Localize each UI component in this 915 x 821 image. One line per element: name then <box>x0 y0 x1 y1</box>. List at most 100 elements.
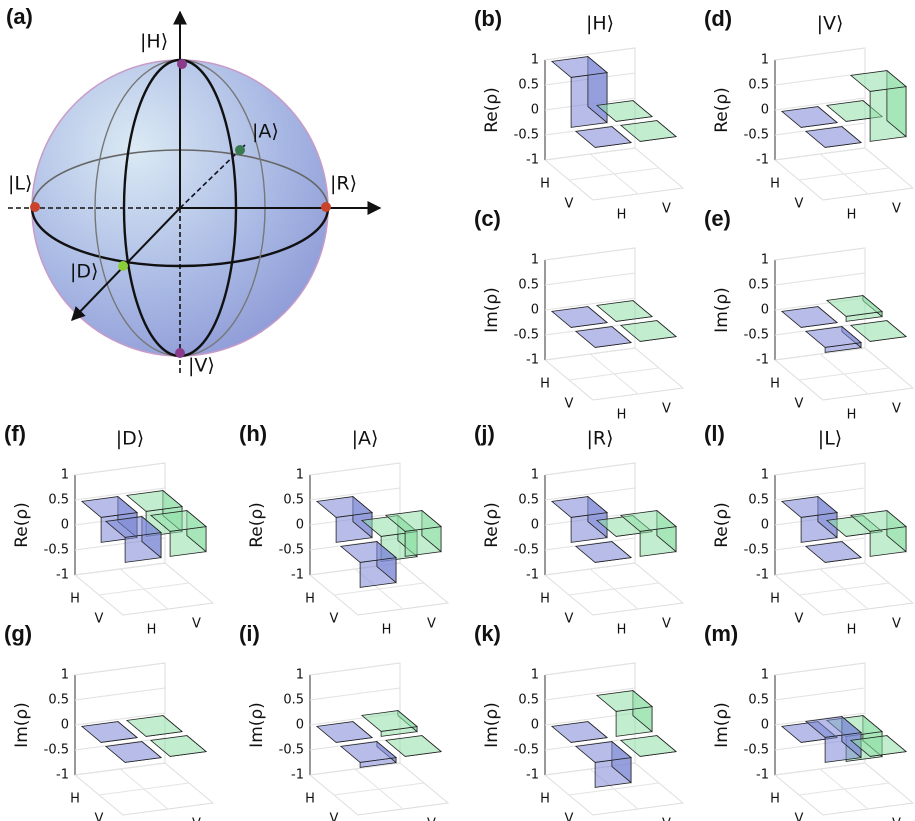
z-tick-label: 0.5 <box>518 693 539 708</box>
chart-title: |R⟩ <box>586 428 613 450</box>
state-label: |A⟩ <box>252 121 279 143</box>
z-axis-label: Im(ρ) <box>482 702 502 748</box>
row-label: H <box>540 377 550 392</box>
grid-line <box>775 348 865 360</box>
bar <box>782 107 837 128</box>
z-tick-label: -1 <box>526 568 539 583</box>
grid-line <box>545 663 635 675</box>
z-tick-label: 0.5 <box>48 493 69 508</box>
grid-line <box>75 563 165 575</box>
z-tick-label: -0.5 <box>514 743 539 758</box>
column-label: V <box>662 617 671 632</box>
z-tick-label: -1 <box>291 568 304 583</box>
row-label: H <box>770 792 780 807</box>
row-label: H <box>770 592 780 607</box>
bar <box>597 691 652 737</box>
z-tick-label: 1 <box>531 668 539 683</box>
row-label: H <box>540 177 550 192</box>
z-tick-label: 0.5 <box>283 493 304 508</box>
floor-grid <box>590 154 638 194</box>
z-tick-label: 0.5 <box>748 278 769 293</box>
z-tick-label: 0 <box>761 518 769 533</box>
z-tick-label: 0 <box>761 103 769 118</box>
state-label: |R⟩ <box>330 173 357 195</box>
z-tick-label: -1 <box>526 768 539 783</box>
bar <box>552 497 607 543</box>
z-tick-label: 1 <box>531 53 539 68</box>
z-tick-label: 0 <box>296 518 304 533</box>
z-tick-label: -1 <box>756 568 769 583</box>
floor-grid <box>820 354 868 394</box>
column-label: H <box>847 408 857 423</box>
z-axis-label: Re(ρ) <box>482 502 502 548</box>
column-label: H <box>847 208 857 223</box>
state-dot <box>177 59 187 69</box>
panel-label: (e) <box>704 206 731 231</box>
z-tick-label: -0.5 <box>514 128 539 143</box>
z-axis-label: Im(ρ) <box>247 702 267 748</box>
floor-grid <box>820 769 868 809</box>
bar-top <box>552 722 607 743</box>
grid-line <box>775 663 865 675</box>
z-tick-label: 0 <box>761 718 769 733</box>
z-tick-label: -0.5 <box>744 543 769 558</box>
grid-line <box>310 763 400 775</box>
chart-panel: (e)Im(ρ)-1-0.500.51HVHV <box>704 206 913 423</box>
row-label: H <box>770 377 780 392</box>
bar-top <box>82 722 137 743</box>
floor-grid <box>355 769 403 809</box>
bar <box>827 296 882 322</box>
z-tick-label: -0.5 <box>744 743 769 758</box>
z-tick-label: 0 <box>531 718 539 733</box>
column-label: V <box>192 617 201 632</box>
floor-grid <box>590 569 638 609</box>
grid-line <box>545 463 635 475</box>
panel-label: (h) <box>239 421 267 446</box>
z-tick-label: 0 <box>531 103 539 118</box>
state-dot <box>175 348 185 358</box>
panel-label: (i) <box>239 621 260 646</box>
floor-grid <box>590 354 638 394</box>
z-tick-label: 1 <box>761 668 769 683</box>
panel-label: (d) <box>704 6 732 31</box>
z-tick-label: 0.5 <box>748 78 769 93</box>
state-label: |L⟩ <box>8 173 32 195</box>
grid-line <box>775 273 865 285</box>
row-label: H <box>70 792 80 807</box>
row-label: V <box>795 812 804 821</box>
grid-line <box>310 463 400 475</box>
z-axis-label: Re(ρ) <box>712 502 732 548</box>
panel-label: (m) <box>704 621 738 646</box>
column-label: V <box>892 817 901 821</box>
z-tick-label: 1 <box>296 468 304 483</box>
column-label: V <box>892 202 901 217</box>
z-tick-label: 1 <box>761 53 769 68</box>
z-tick-label: 0 <box>61 718 69 733</box>
bar <box>317 722 372 743</box>
z-tick-label: -0.5 <box>744 128 769 143</box>
z-tick-label: 0.5 <box>48 693 69 708</box>
bar <box>552 722 607 743</box>
z-tick-label: 0.5 <box>518 78 539 93</box>
z-tick-label: -1 <box>56 768 69 783</box>
z-tick-label: 1 <box>296 668 304 683</box>
chart-panel: (k)Im(ρ)-1-0.500.51HVHV <box>474 621 683 821</box>
z-tick-label: -1 <box>291 768 304 783</box>
bar <box>552 307 607 328</box>
grid-line <box>545 148 635 160</box>
bloch-sphere: (a) |H⟩ |V⟩ |L⟩ |R⟩ |D⟩ |A⟩ <box>6 4 380 377</box>
panel-label: (b) <box>474 6 502 31</box>
grid-line <box>310 663 400 675</box>
bar <box>782 307 837 328</box>
row-label: H <box>305 592 315 607</box>
bar-top <box>782 107 837 128</box>
z-tick-label: 1 <box>61 668 69 683</box>
floor-grid <box>120 769 168 809</box>
panel-label: (f) <box>4 421 26 446</box>
grid-line <box>75 463 165 475</box>
z-tick-label: -1 <box>526 353 539 368</box>
z-tick-label: -1 <box>756 153 769 168</box>
bar-top <box>597 301 652 322</box>
grid-line <box>75 763 165 775</box>
